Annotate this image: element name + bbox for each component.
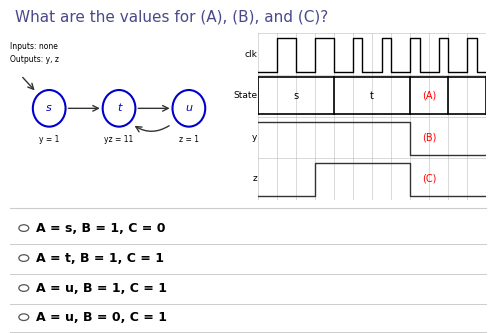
Text: u: u bbox=[186, 103, 192, 113]
Text: t: t bbox=[117, 103, 121, 113]
Text: y = 1: y = 1 bbox=[39, 135, 60, 144]
Text: A = s, B = 1, C = 0: A = s, B = 1, C = 0 bbox=[36, 221, 165, 235]
Text: A = u, B = 0, C = 1: A = u, B = 0, C = 1 bbox=[36, 311, 167, 324]
Text: What are the values for (A), (B), and (C)?: What are the values for (A), (B), and (C… bbox=[15, 10, 328, 25]
Text: State: State bbox=[233, 91, 257, 100]
Text: Inputs: none: Inputs: none bbox=[10, 42, 58, 51]
Text: (C): (C) bbox=[422, 174, 436, 184]
Text: z: z bbox=[252, 174, 257, 183]
Text: (B): (B) bbox=[422, 132, 436, 143]
Text: z = 1: z = 1 bbox=[179, 135, 199, 144]
Text: clk: clk bbox=[244, 50, 257, 59]
Text: t: t bbox=[370, 91, 374, 101]
Text: s: s bbox=[294, 91, 299, 101]
Text: yz = 11: yz = 11 bbox=[105, 135, 133, 144]
Text: s: s bbox=[46, 103, 52, 113]
Text: A = u, B = 1, C = 1: A = u, B = 1, C = 1 bbox=[36, 281, 167, 295]
Text: Outputs: y, z: Outputs: y, z bbox=[10, 55, 59, 64]
Text: A = t, B = 1, C = 1: A = t, B = 1, C = 1 bbox=[36, 251, 164, 265]
Text: y: y bbox=[251, 133, 257, 142]
Text: (A): (A) bbox=[422, 91, 436, 101]
